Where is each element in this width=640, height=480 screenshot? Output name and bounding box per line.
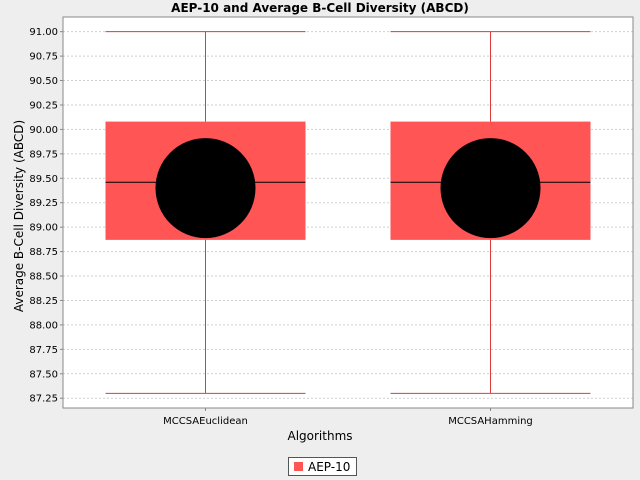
y-tick-label: 91.00 (29, 27, 58, 38)
y-tick-label: 89.50 (29, 174, 58, 185)
y-tick-label: 88.25 (29, 296, 58, 307)
x-tick-label: MCCSAEuclidean (163, 416, 248, 427)
y-tick-label: 87.25 (29, 394, 58, 405)
plot-border (62, 16, 634, 409)
legend-swatch (294, 462, 303, 471)
y-tick-label: 90.25 (29, 100, 58, 111)
legend-label: AEP-10 (308, 459, 351, 474)
x-tick-label: MCCSAHamming (448, 416, 533, 427)
mean-marker (440, 138, 541, 239)
y-tick-label: 88.75 (29, 247, 58, 258)
y-tick-label: 89.75 (29, 149, 58, 160)
y-tick-label: 88.50 (29, 272, 58, 283)
y-tick-label: 88.00 (29, 320, 58, 331)
mean-marker (155, 138, 256, 239)
chart-title: AEP-10 and Average B-Cell Diversity (ABC… (171, 1, 469, 15)
y-tick-label: 90.50 (29, 76, 58, 87)
y-tick-label: 90.75 (29, 52, 58, 63)
y-tick-label: 90.00 (29, 125, 58, 136)
y-tick-label: 87.50 (29, 369, 58, 380)
legend: AEP-10 (288, 457, 358, 476)
y-tick-label: 87.75 (29, 345, 58, 356)
y-tick-label: 89.25 (29, 198, 58, 209)
x-axis-label: Algorithms (287, 429, 353, 443)
y-tick-label: 89.00 (29, 223, 58, 234)
